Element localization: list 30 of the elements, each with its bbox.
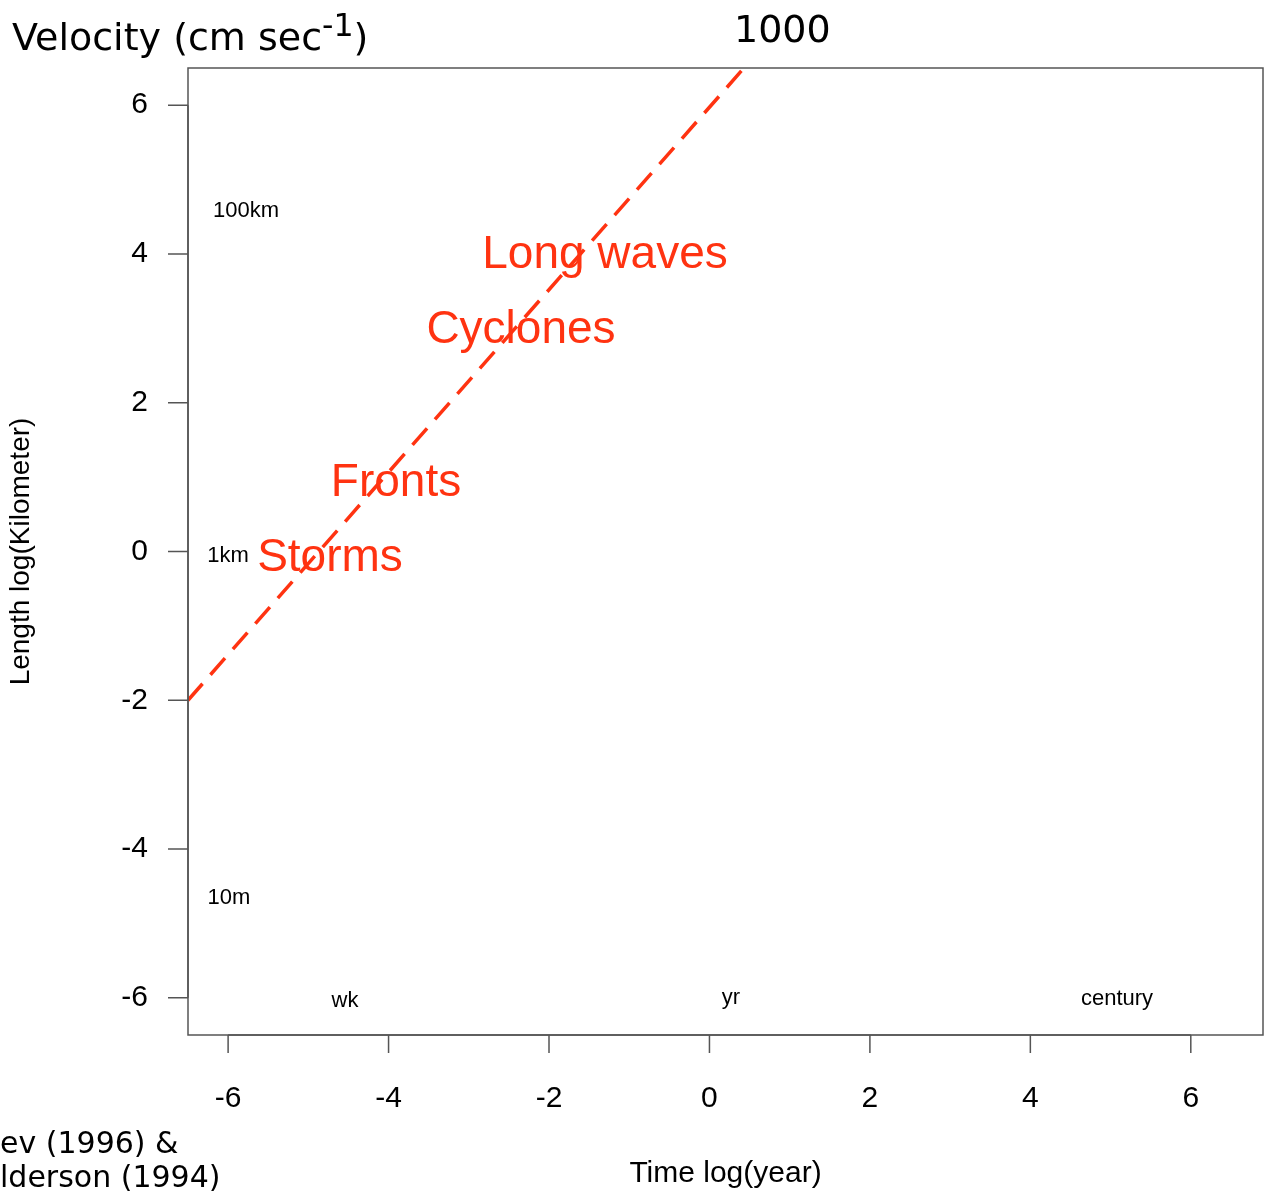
annotation: Cyclones [426,301,616,353]
annotation: 1km [207,542,249,567]
annotation: Storms [257,529,403,581]
text: ev (1996) & [0,1125,179,1160]
annotation: wk [331,987,359,1012]
annotation: Long waves [482,226,728,278]
y-tick-label: -6 [121,979,148,1013]
annotation: 100km [212,197,280,222]
x-tick-label: 2 [861,1080,879,1114]
text: Velocity (cm sec$^{-1}$) [12,7,369,59]
y-tick-label: -4 [121,830,148,864]
annotation: yr [721,984,741,1009]
x-tick-label: -6 [214,1080,242,1114]
x-tick-label: 6 [1182,1080,1200,1114]
y-tick-label: 2 [131,384,148,417]
annotation: century [1080,985,1154,1010]
x-tick-label: 4 [1022,1080,1039,1114]
text: 1000 [734,7,831,51]
x-tick-label: -2 [535,1080,563,1114]
x-tick-label: 0 [701,1080,718,1114]
y-tick-label: 6 [131,86,148,120]
y-tick-label: -2 [121,681,148,715]
y-axis-title: Length log(Kilometer) [3,417,35,686]
text: lderson (1994) [0,1159,221,1194]
x-tick-label: -4 [375,1080,402,1114]
x-axis-title: Time log(year) [629,1155,822,1189]
annotation: Fronts [330,454,462,506]
annotation: 10m [207,884,251,909]
y-tick-label: 4 [131,235,148,269]
y-tick-label: 0 [131,532,148,566]
